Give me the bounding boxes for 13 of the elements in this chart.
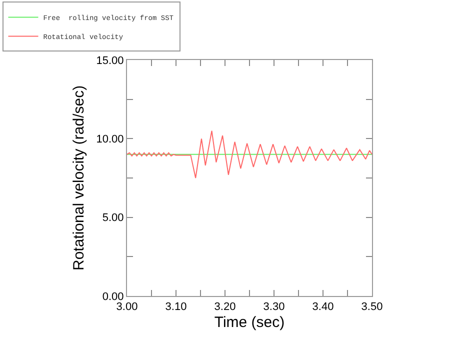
x-tick-label: 3.10: [165, 301, 187, 314]
y-tick-label: 5.00: [102, 212, 124, 224]
line-series: [127, 130, 372, 178]
x-axis-title: Time (sec): [214, 314, 285, 332]
y-tick-label: 0.00: [102, 290, 124, 303]
x-tick-label: 3.30: [263, 301, 285, 314]
x-tick-label: 3.40: [312, 301, 334, 314]
x-tick-label: 3.20: [214, 301, 236, 314]
y-tick-label: 10.00: [96, 134, 124, 146]
y-axis-title: Rotational velocity (rad/sec): [70, 85, 88, 270]
y-tick-label: 15.00: [96, 54, 124, 67]
x-tick-label: 3.00: [116, 301, 138, 314]
x-tick-label: 3.50: [361, 301, 383, 314]
